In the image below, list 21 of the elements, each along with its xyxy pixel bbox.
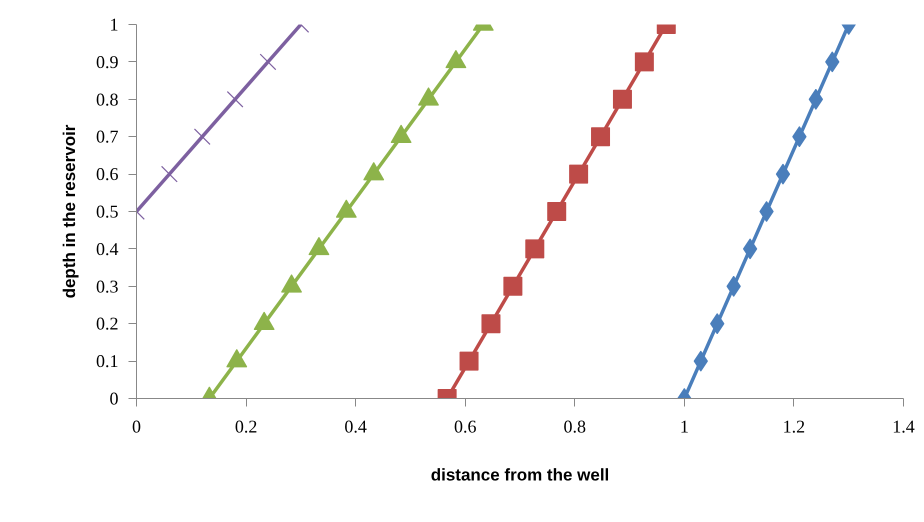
y-tick-label: 0.9	[96, 52, 118, 72]
x-tick-label: 0	[132, 416, 141, 436]
x-tick-label: 0.8	[564, 416, 586, 436]
y-tick-label: 0.5	[96, 202, 118, 222]
y-tick-label: 0.7	[96, 126, 118, 147]
x-tick-label: 1.2	[782, 416, 806, 436]
x-tick-label: 0.6	[454, 416, 476, 436]
y-tick-label: 0	[110, 388, 118, 408]
y-tick-label: 0.2	[96, 314, 118, 334]
y-tick-label: 0.1	[96, 351, 118, 372]
y-tick-label: 0.4	[96, 238, 118, 259]
y-tick-label: 0.3	[96, 276, 118, 296]
x-axis-title: distance from the well	[430, 466, 610, 484]
x-tick-label: 1.4	[892, 416, 915, 436]
y-tick-label: 1	[110, 14, 118, 34]
y-axis-title: depth in the reservoir	[60, 124, 79, 298]
x-tick-label: 0.4	[344, 416, 367, 436]
y-tick-label: 0.6	[96, 164, 118, 184]
x-tick-label: 1	[680, 416, 689, 436]
x-tick-label: 0.2	[234, 416, 258, 436]
y-tick-label: 0.8	[96, 89, 118, 110]
